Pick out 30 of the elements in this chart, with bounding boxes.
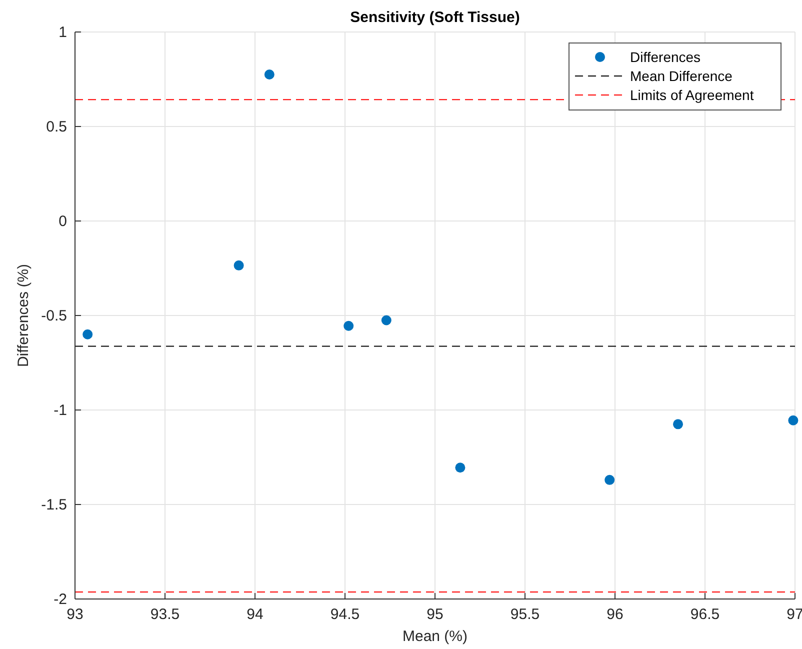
y-tick-label: 0.5 (46, 118, 67, 136)
y-tick-label: -1.5 (41, 496, 67, 514)
x-tick-label: 93.5 (150, 606, 180, 623)
point (381, 315, 392, 326)
x-tick-label: 96.5 (690, 606, 720, 623)
legend-label: Differences (630, 49, 701, 65)
point (604, 474, 615, 485)
x-tick-label: 96 (606, 606, 624, 623)
ref-line-label: Limits of Agreement (630, 87, 754, 103)
x-tick-label: 95.5 (510, 606, 540, 623)
x-tick-label: 95 (426, 606, 444, 623)
x-tick-label: 94 (246, 606, 264, 623)
y-tick-label: -0.5 (41, 308, 67, 324)
x-tick-label: 94.5 (330, 606, 360, 623)
point (82, 329, 93, 340)
chart-title: Sensitivity (Soft Tissue) (350, 9, 520, 26)
point (788, 415, 798, 426)
point (673, 419, 683, 430)
y-tick-label: -2 (54, 591, 67, 608)
x-tick-label: 93 (66, 606, 84, 623)
point (234, 260, 244, 270)
x-axis-title: Mean (%) (402, 628, 468, 645)
y-tick-label: -1 (54, 402, 67, 419)
y-tick-label: 0 (58, 213, 67, 230)
point (344, 320, 354, 331)
y-axis-title: Differences (%) (15, 264, 32, 368)
legend-label: Mean Difference (630, 68, 733, 84)
point (455, 462, 466, 473)
point (264, 70, 274, 80)
y-tick-label: 1 (58, 24, 67, 41)
